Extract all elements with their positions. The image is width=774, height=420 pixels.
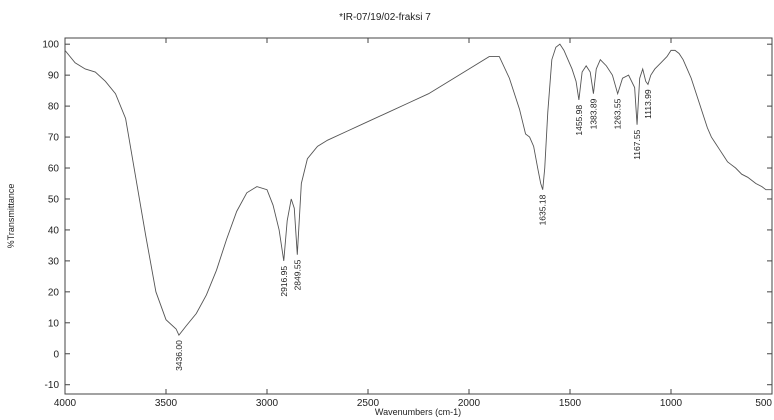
spectrum-line bbox=[64, 43, 772, 337]
x-tick-label: 2000 bbox=[458, 398, 481, 409]
y-tick-label: -10 bbox=[45, 380, 60, 391]
plot-frame bbox=[64, 37, 773, 395]
y-tick-label: 60 bbox=[48, 164, 60, 175]
chart-title: *IR-07/19/02-fraksi 7 bbox=[339, 12, 431, 23]
peak-label: 1455.98 bbox=[574, 105, 584, 136]
peak-label: 3436.00 bbox=[174, 340, 184, 371]
y-tick-label: 0 bbox=[53, 349, 59, 360]
peak-labels: 3436.00 2916.95 2849.55 1635.18 1455.98 1383.… bbox=[174, 89, 653, 371]
y-tick-label: 40 bbox=[48, 225, 60, 236]
peak-label: 2916.95 bbox=[279, 266, 289, 297]
y-tick-label: 80 bbox=[48, 102, 60, 113]
x-axis-label: Wavenumbers (cm-1) bbox=[375, 407, 461, 417]
x-axis: 4000 3500 3000 2500 2000 1500 1000 500 bbox=[54, 38, 773, 409]
x-tick-label: 3500 bbox=[155, 398, 178, 409]
x-tick-label: 1000 bbox=[660, 398, 683, 409]
x-tick-label: 1500 bbox=[559, 398, 582, 409]
y-tick-label: 100 bbox=[42, 40, 59, 51]
x-tick-label: 4000 bbox=[54, 398, 77, 409]
y-axis-label: %Transmittance bbox=[6, 184, 16, 249]
x-tick-label: 3000 bbox=[256, 398, 279, 409]
y-tick-label: 20 bbox=[48, 287, 60, 298]
y-tick-label: 10 bbox=[48, 318, 60, 329]
y-tick-label: 50 bbox=[48, 194, 60, 205]
y-tick-label: 30 bbox=[48, 256, 60, 267]
x-tick-label: 500 bbox=[755, 398, 772, 409]
x-tick-label: 2500 bbox=[357, 398, 380, 409]
peak-label: 1113.99 bbox=[643, 89, 653, 119]
peak-label: 1383.89 bbox=[588, 98, 598, 129]
peak-label: 1263.55 bbox=[613, 98, 623, 129]
y-tick-label: 90 bbox=[48, 71, 60, 82]
peak-label: 1167.55 bbox=[632, 129, 642, 159]
peak-label: 1635.18 bbox=[538, 194, 548, 225]
y-tick-label: 70 bbox=[48, 133, 60, 144]
peak-label: 2849.55 bbox=[292, 259, 302, 290]
